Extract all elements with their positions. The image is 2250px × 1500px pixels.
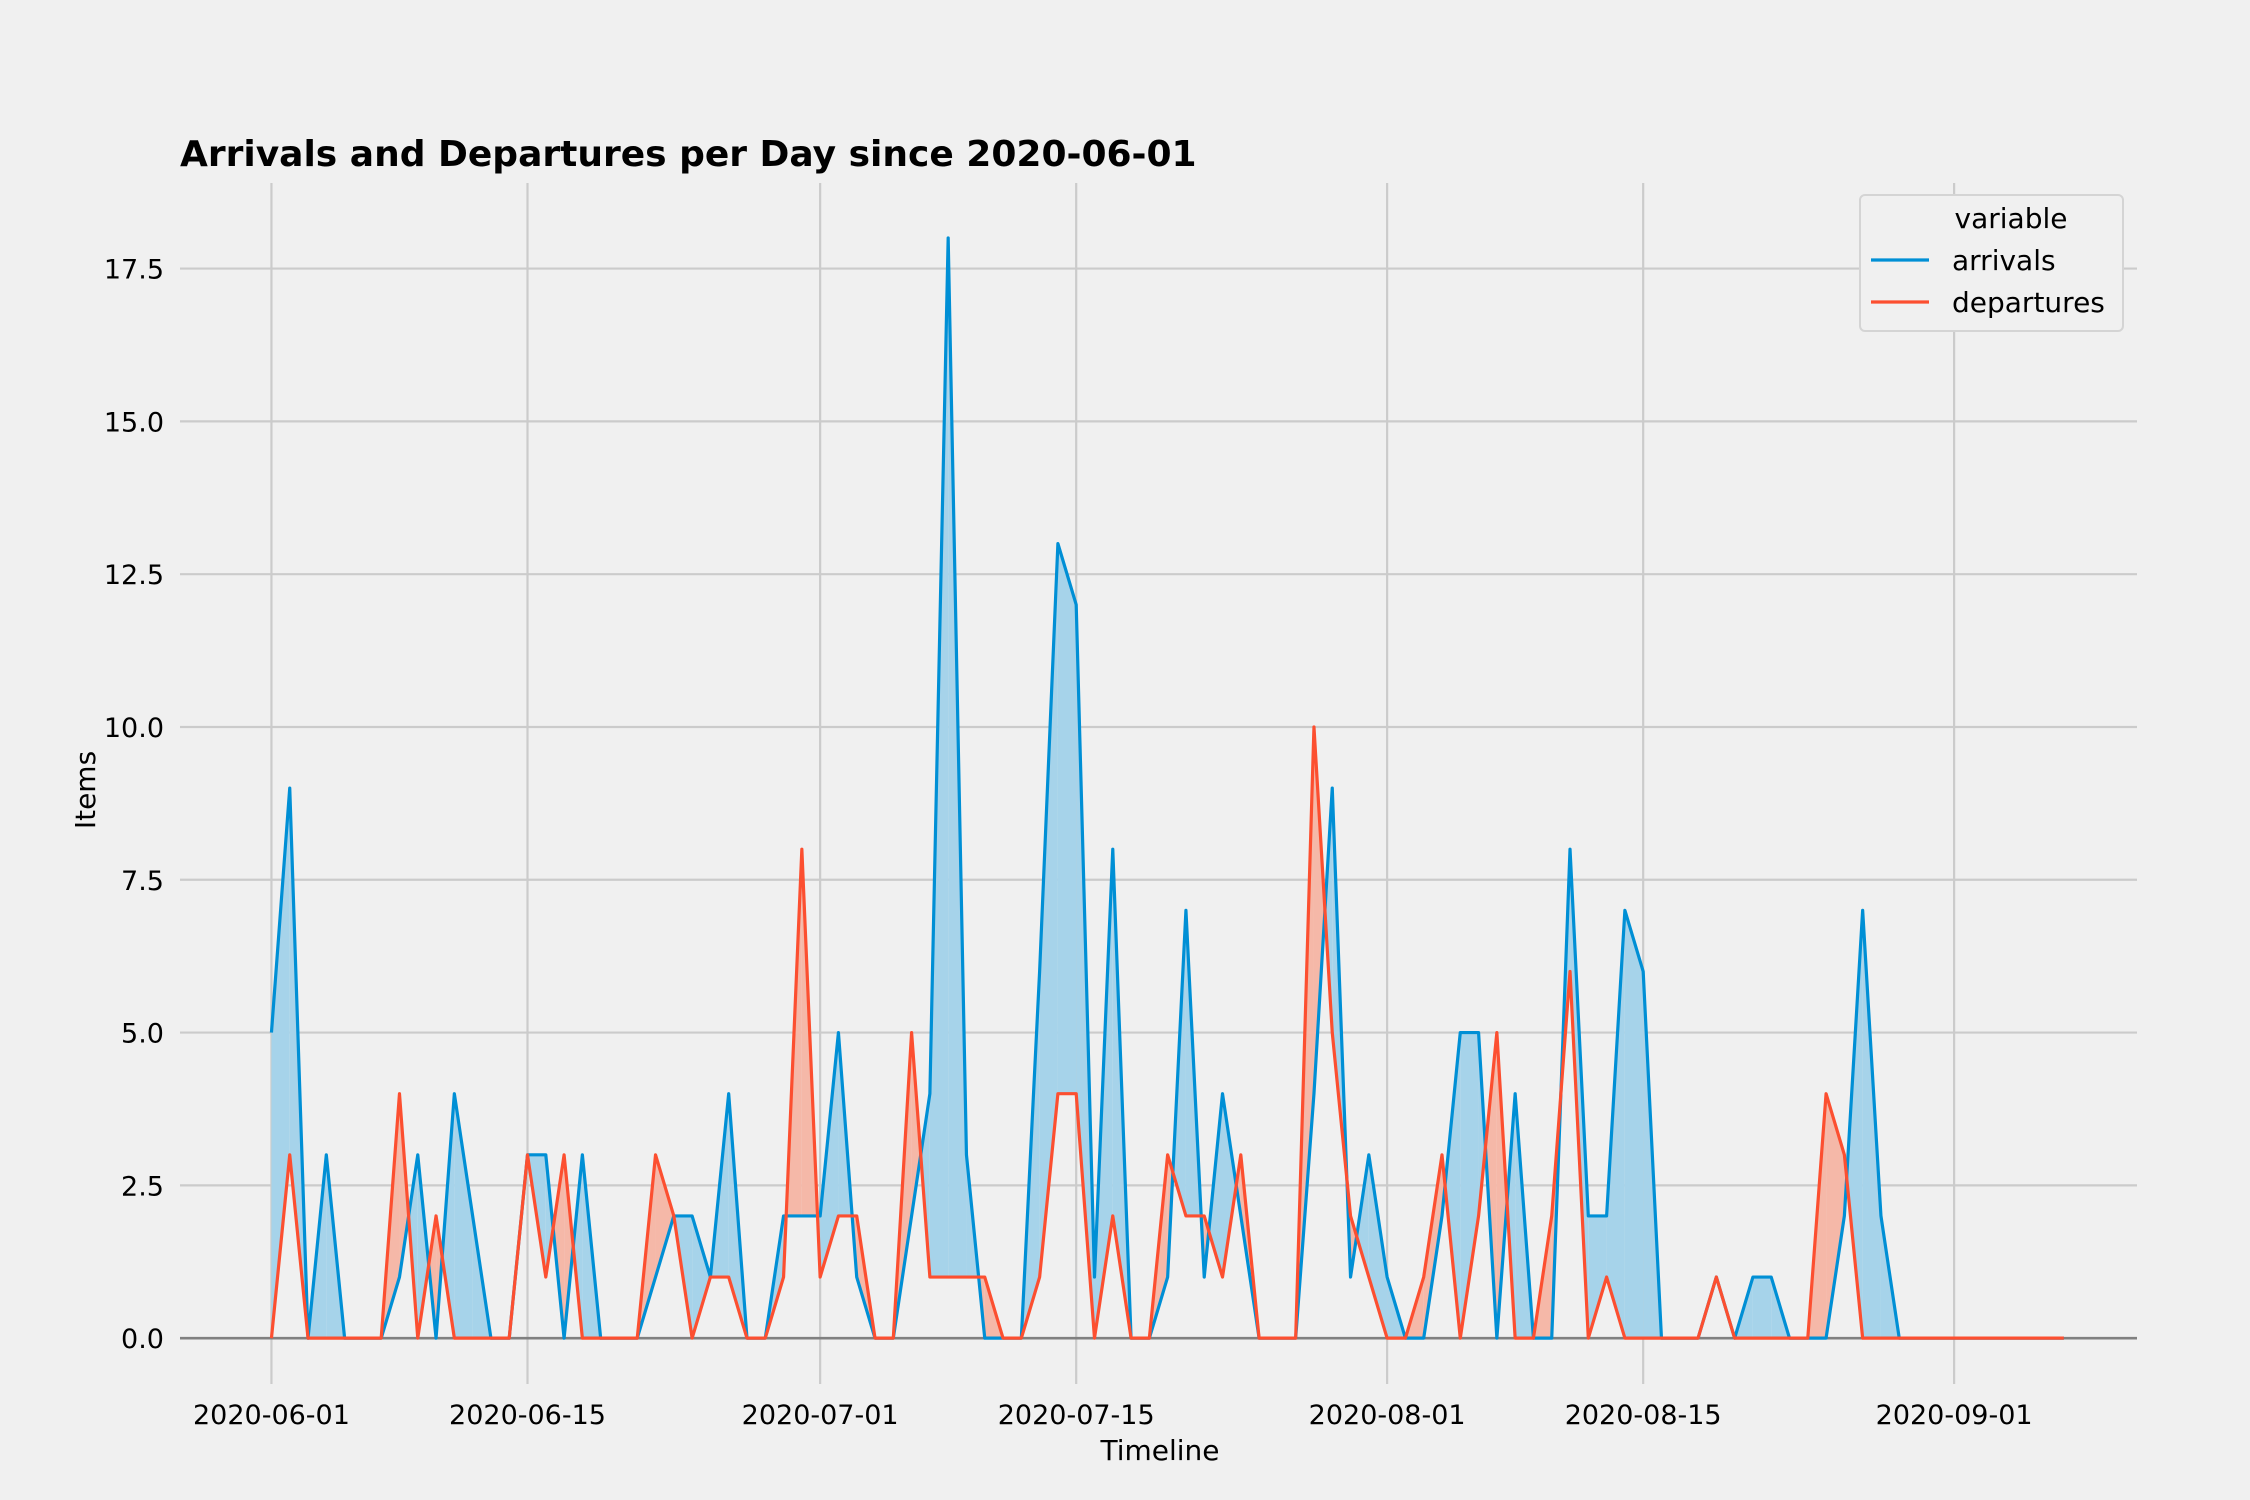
legend-title: variable (1955, 202, 2068, 235)
fill-arrivals-above (1445, 1032, 1461, 1339)
fill-arrivals-above (1624, 910, 1644, 1339)
fill-arrivals-above (271, 788, 290, 1339)
x-tick-label: 2020-07-01 (742, 1400, 899, 1431)
y-tick-label: 17.5 (104, 255, 164, 286)
y-tick-label: 12.5 (104, 560, 164, 591)
fill-arrivals-above (1222, 1093, 1237, 1278)
x-tick-label: 2020-08-15 (1565, 1400, 1722, 1431)
x-tick-label: 2020-06-01 (193, 1400, 350, 1431)
y-tick-label: 2.5 (121, 1171, 164, 1202)
x-gridlines (270, 183, 1956, 1384)
fill-arrivals-above (417, 1154, 429, 1339)
y-tick-label: 15.0 (104, 407, 164, 438)
series-line-departures (269, 725, 2064, 1340)
fill-departures-above (553, 1154, 565, 1339)
fill-arrivals-above (1039, 543, 1058, 1278)
y-axis-label: Items (69, 751, 102, 829)
x-tick-label: 2020-06-15 (449, 1400, 606, 1431)
y-tick-label: 0.0 (121, 1324, 164, 1355)
fill-arrivals-above (1606, 910, 1625, 1339)
x-tick-labels: 2020-06-01 2020-06-15 2020-07-01 2020-07-15… (193, 1400, 2033, 1431)
fill-arrivals-above (1368, 1154, 1388, 1339)
fill-arrivals-above (573, 1154, 583, 1339)
fill-arrivals-above (1324, 788, 1333, 1033)
fill-arrivals-above (1862, 910, 1881, 1339)
fill-arrivals-above (1588, 1215, 1607, 1339)
y-tick-label: 5.0 (121, 1019, 164, 1050)
fill-arrivals-above (1057, 543, 1077, 1094)
fill-arrivals-above (1460, 1032, 1479, 1339)
fill-departures-above (1826, 1093, 1845, 1339)
y-tick-label: 7.5 (121, 866, 164, 897)
fill-departures-above (1423, 1154, 1442, 1339)
series-lines (269, 236, 2064, 1340)
x-axis-label: Timeline (1099, 1434, 1219, 1467)
legend-label-departures: departures (1952, 286, 2105, 319)
x-tick-label: 2020-09-01 (1876, 1400, 2033, 1431)
fill-departures-above (564, 1154, 574, 1339)
fill-arrivals-above (1507, 1093, 1516, 1339)
fill-arrivals-above (1846, 910, 1863, 1339)
fill-departures-above (1485, 1032, 1497, 1339)
y-tick-labels: 0.0 2.5 5.0 7.5 10.0 12.5 15.0 17.5 (104, 255, 164, 1356)
x-tick-label: 2020-07-15 (998, 1400, 1155, 1431)
x-tick-label: 2020-08-01 (1309, 1400, 1466, 1431)
fill-arrivals-above (1752, 1277, 1772, 1339)
legend: variable arrivals departures (1859, 194, 2124, 332)
fill-departures-above (1496, 1032, 1508, 1339)
fill-departures-above (655, 1154, 674, 1278)
legend-label-arrivals: arrivals (1952, 244, 2056, 277)
fill-departures-above (1313, 726, 1325, 1094)
legend-box (1859, 194, 2124, 332)
chart-title: Arrivals and Departures per Day since 20… (180, 134, 1197, 175)
fill-arrivals-above (454, 1093, 473, 1339)
y-tick-label: 10.0 (104, 713, 164, 744)
series-line-arrivals (269, 236, 2064, 1340)
fill-arrivals-above (692, 1215, 711, 1339)
